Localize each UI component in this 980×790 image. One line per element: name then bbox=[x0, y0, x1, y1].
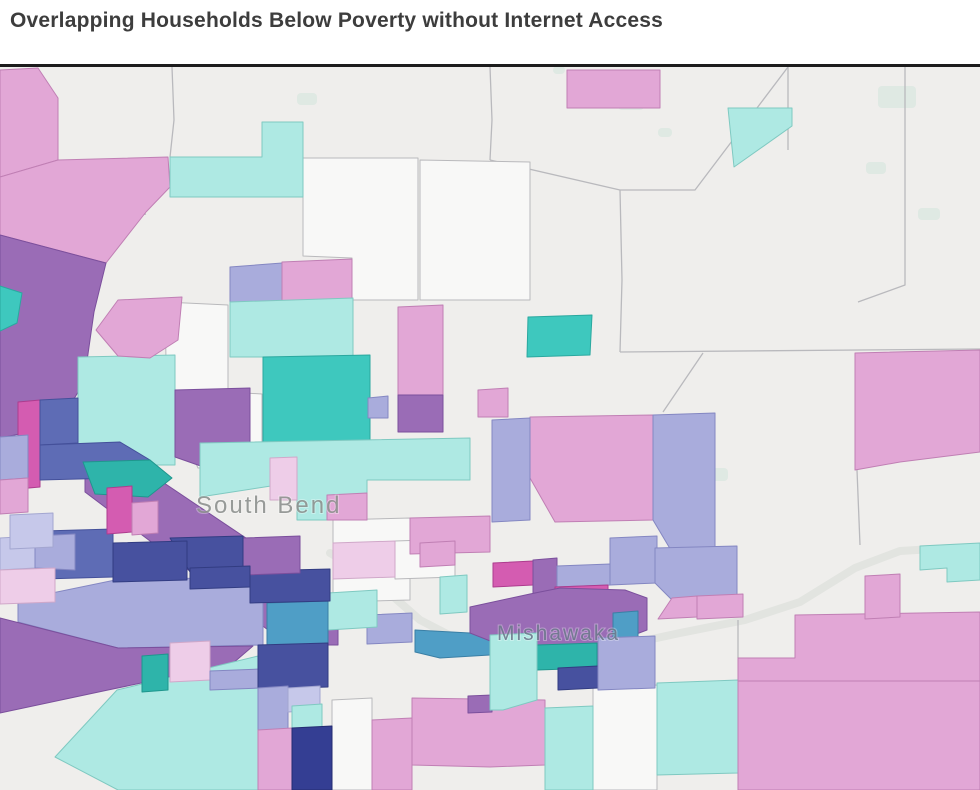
census-tract-pink[interactable] bbox=[0, 477, 29, 515]
road-line bbox=[856, 469, 861, 546]
census-tract-pink[interactable] bbox=[0, 67, 59, 178]
census-tract-pink[interactable] bbox=[477, 387, 509, 418]
census-tract-aqua[interactable] bbox=[727, 107, 793, 168]
park-area bbox=[866, 162, 886, 174]
census-tract-periwinkle[interactable] bbox=[367, 395, 389, 419]
census-tract-pink[interactable] bbox=[854, 349, 980, 471]
road-line bbox=[489, 67, 493, 161]
census-tract-aqua[interactable] bbox=[656, 679, 739, 776]
census-tract-white-tract[interactable] bbox=[419, 159, 531, 301]
park-area bbox=[553, 67, 565, 74]
census-tract-magenta[interactable] bbox=[492, 560, 534, 588]
census-tract-indigo[interactable] bbox=[112, 540, 188, 583]
road-line bbox=[619, 348, 980, 353]
census-tract-pink[interactable] bbox=[566, 69, 661, 109]
census-tract-periwinkle[interactable] bbox=[491, 417, 531, 523]
census-tract-pink[interactable] bbox=[737, 611, 980, 682]
census-tract-pink[interactable] bbox=[257, 727, 293, 790]
census-tract-pale-pink[interactable] bbox=[269, 456, 298, 501]
census-tract-pink[interactable] bbox=[419, 540, 456, 568]
census-tract-pale-pink[interactable] bbox=[332, 540, 396, 580]
census-tract-periwinkle[interactable] bbox=[366, 612, 413, 645]
census-tract-purple[interactable] bbox=[242, 535, 301, 576]
census-tract-pale-pink[interactable] bbox=[169, 640, 211, 683]
census-tract-pink[interactable] bbox=[529, 414, 654, 523]
census-tract-indigo[interactable] bbox=[249, 568, 331, 604]
road-line bbox=[169, 67, 175, 158]
census-tract-pale-pink[interactable] bbox=[0, 567, 56, 605]
census-tract-slate-blue[interactable] bbox=[39, 397, 79, 446]
census-tract-periwinkle[interactable] bbox=[0, 434, 29, 481]
census-tract-periwinkle[interactable] bbox=[652, 412, 716, 553]
census-tract-periwinkle[interactable] bbox=[654, 545, 738, 601]
census-tract-periwinkle[interactable] bbox=[257, 685, 289, 735]
census-tract-pink[interactable] bbox=[864, 573, 901, 620]
census-tract-turquoise[interactable] bbox=[0, 285, 23, 332]
census-tract-periwinkle[interactable] bbox=[209, 668, 261, 691]
road-line bbox=[619, 189, 623, 353]
census-tract-pink[interactable] bbox=[131, 500, 159, 536]
census-tract-indigo[interactable] bbox=[189, 565, 251, 590]
map-svg: South Bend Mishawaka bbox=[0, 67, 980, 790]
map-canvas[interactable]: South Bend Mishawaka bbox=[0, 64, 980, 790]
census-tract-dark-teal[interactable] bbox=[536, 642, 598, 671]
census-tract-pink[interactable] bbox=[397, 304, 444, 396]
census-tract-pink[interactable] bbox=[95, 296, 183, 359]
census-tract-aqua[interactable] bbox=[291, 703, 323, 731]
census-tract-turquoise[interactable] bbox=[262, 354, 371, 453]
city-label-mishawaka: Mishawaka bbox=[497, 622, 620, 645]
census-tract-purple[interactable] bbox=[397, 394, 444, 433]
census-tract-periwinkle[interactable] bbox=[556, 563, 611, 588]
page-title: Overlapping Households Below Poverty wit… bbox=[10, 9, 664, 32]
census-tract-aqua[interactable] bbox=[544, 705, 594, 790]
census-tract-periwinkle[interactable] bbox=[229, 262, 283, 307]
park-area bbox=[297, 93, 317, 105]
census-tract-indigo[interactable] bbox=[557, 665, 599, 691]
census-tract-aqua[interactable] bbox=[489, 632, 538, 711]
census-tract-pale-periwinkle[interactable] bbox=[9, 512, 54, 550]
census-tract-periwinkle[interactable] bbox=[597, 635, 656, 691]
census-tract-aqua[interactable] bbox=[439, 574, 468, 615]
census-tract-pink[interactable] bbox=[737, 677, 980, 790]
census-tract-aqua[interactable] bbox=[327, 589, 378, 631]
census-tract-aqua[interactable] bbox=[169, 121, 304, 198]
park-area bbox=[918, 208, 940, 220]
census-tract-indigo[interactable] bbox=[257, 642, 329, 690]
census-tract-purple[interactable] bbox=[467, 694, 493, 714]
census-tract-navy[interactable] bbox=[291, 725, 333, 790]
census-tract-magenta[interactable] bbox=[106, 485, 133, 535]
page-header: Overlapping Households Below Poverty wit… bbox=[0, 0, 980, 64]
census-tract-pink[interactable] bbox=[696, 593, 744, 620]
city-label-south-bend: South Bend bbox=[196, 492, 341, 519]
census-tract-pink[interactable] bbox=[281, 258, 353, 303]
census-tract-aqua[interactable] bbox=[229, 297, 354, 358]
census-tract-dark-teal[interactable] bbox=[141, 653, 169, 693]
road-line bbox=[662, 352, 704, 413]
census-tract-white-tract[interactable] bbox=[331, 697, 373, 790]
census-tract-steel-blue[interactable] bbox=[266, 600, 329, 648]
park-area bbox=[658, 128, 672, 137]
census-tract-turquoise[interactable] bbox=[526, 314, 593, 358]
census-tract-pink[interactable] bbox=[326, 492, 368, 521]
census-tract-white-tract[interactable] bbox=[592, 684, 658, 790]
park-area bbox=[878, 86, 916, 108]
road-line bbox=[857, 67, 906, 303]
census-tract-dark-teal[interactable] bbox=[82, 459, 173, 498]
census-tract-pink[interactable] bbox=[371, 717, 413, 790]
census-tract-aqua[interactable] bbox=[919, 542, 980, 583]
census-tract-periwinkle[interactable] bbox=[609, 535, 658, 586]
